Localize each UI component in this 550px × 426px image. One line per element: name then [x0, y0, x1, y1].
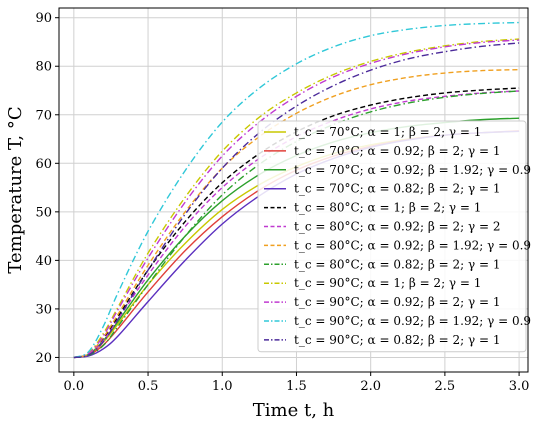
legend-label: t_c = 80°C; α = 0.92; β = 1.92; γ = 0.9 — [294, 238, 531, 252]
legend-box — [257, 120, 527, 353]
x-tick-label: 2.0 — [360, 379, 381, 394]
y-tick-label: 20 — [35, 351, 52, 366]
series-line-8 — [73, 90, 520, 359]
legend-label: t_c = 90°C; α = 0.82; β = 2; γ = 1 — [294, 333, 501, 347]
series-line-7 — [73, 68, 520, 359]
legend-label: t_c = 90°C; α = 0.92; β = 1.92; γ = 0.9 — [294, 314, 531, 328]
x-axis-label: Time t, h — [253, 400, 335, 421]
y-tick-label: 40 — [35, 254, 52, 269]
y-axis-label: Temperature T, °C — [5, 106, 26, 273]
legend-label: t_c = 80°C; α = 1; β = 2; γ = 1 — [294, 201, 481, 215]
legend-label: t_c = 80°C; α = 0.92; β = 2; γ = 2 — [294, 220, 501, 234]
x-tick-label: 2.5 — [435, 379, 456, 394]
y-tick-label: 80 — [35, 60, 52, 75]
y-tick-label: 60 — [35, 157, 52, 172]
series-line-6 — [73, 90, 520, 359]
y-tick-label: 50 — [35, 205, 52, 220]
legend-label: t_c = 70°C; α = 0.82; β = 2; γ = 1 — [294, 182, 501, 196]
legend: t_c = 70°C; α = 1; β = 2; γ = 1 t_c = 70°… — [257, 120, 531, 353]
x-tick-label: 0.5 — [138, 379, 159, 394]
legend-label: t_c = 80°C; α = 0.82; β = 2; γ = 1 — [294, 257, 501, 271]
legend-label: t_c = 70°C; α = 0.92; β = 2; γ = 1 — [294, 144, 501, 158]
legend-label: t_c = 90°C; α = 1; β = 2; γ = 1 — [294, 276, 481, 290]
axis-ticks: 0.0 0.5 1.0 1.5 2.0 2.5 3.0 20 30 40 50 60 70 80 90 — [35, 11, 529, 394]
y-tick-label: 70 — [35, 108, 52, 123]
x-tick-label: 0.0 — [63, 379, 84, 394]
x-tick-label: 1.0 — [212, 379, 233, 394]
y-tick-label: 90 — [35, 11, 52, 26]
legend-label: t_c = 70°C; α = 0.92; β = 1.92; γ = 0.9 — [294, 163, 531, 177]
legend-label: t_c = 70°C; α = 1; β = 2; γ = 1 — [294, 125, 481, 139]
plot-frame — [58, 7, 529, 373]
y-tick-label: 30 — [35, 302, 52, 317]
legend-label: t_c = 90°C; α = 0.92; β = 2; γ = 1 — [294, 295, 501, 309]
series-line-9 — [73, 38, 520, 359]
x-tick-label: 1.5 — [286, 379, 307, 394]
x-tick-label: 3.0 — [509, 379, 530, 394]
